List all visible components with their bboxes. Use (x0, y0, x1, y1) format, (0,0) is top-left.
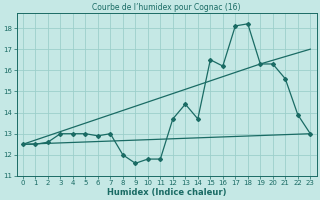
X-axis label: Humidex (Indice chaleur): Humidex (Indice chaleur) (107, 188, 226, 197)
Title: Courbe de l’humidex pour Cognac (16): Courbe de l’humidex pour Cognac (16) (92, 3, 241, 12)
